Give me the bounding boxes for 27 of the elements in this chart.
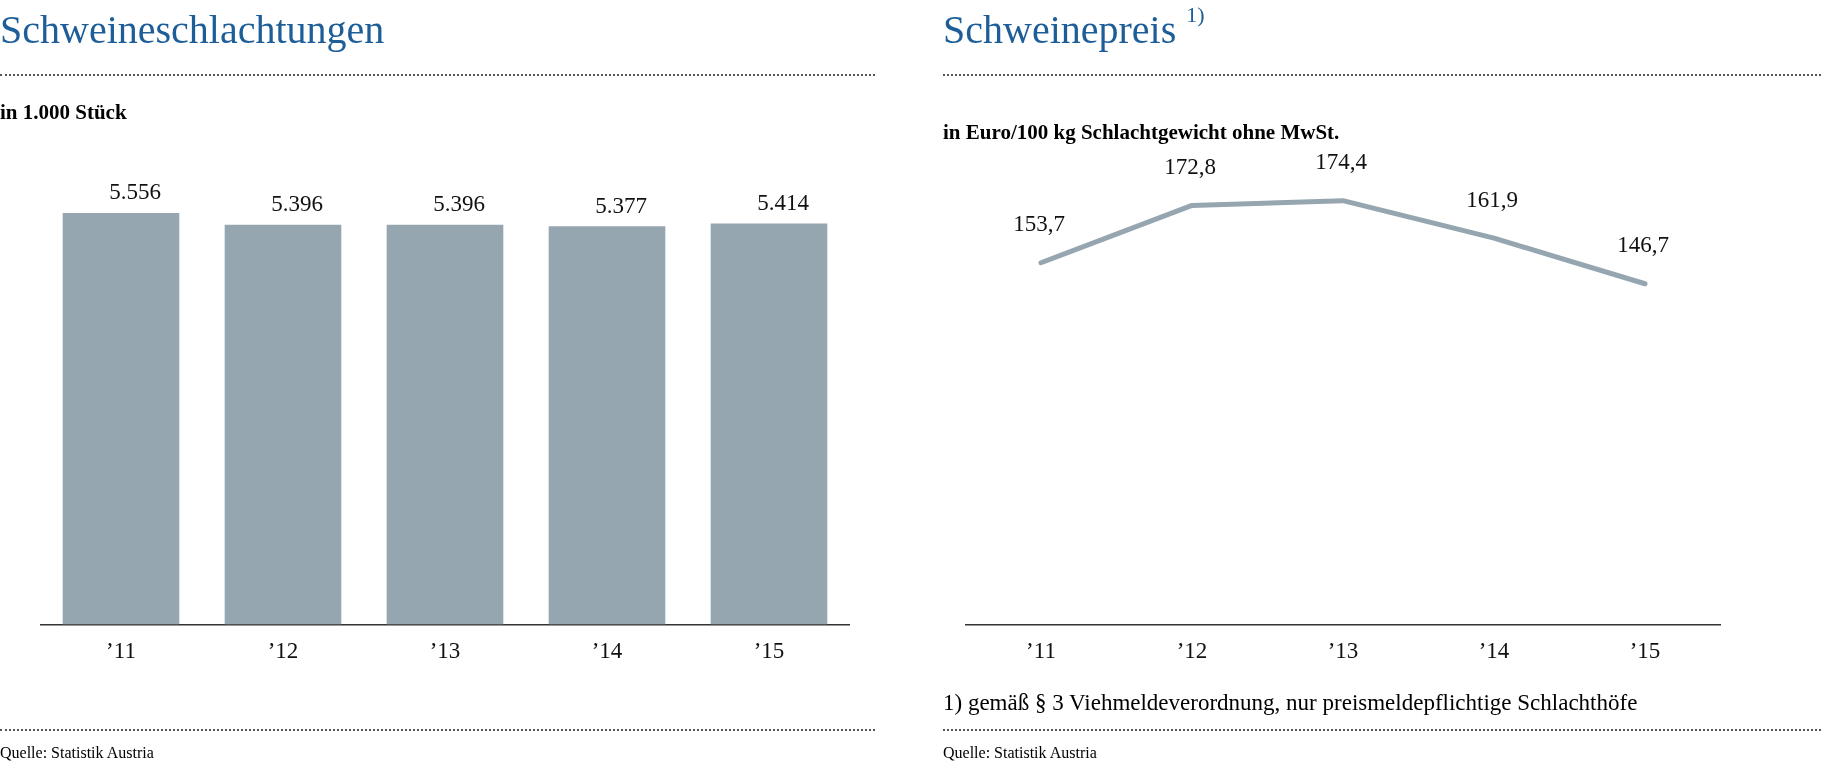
x-tick-label: ’13 <box>429 638 461 664</box>
x-tick-label: ’11 <box>106 638 136 664</box>
data-label: 5.396 <box>271 191 323 217</box>
x-tick-label: ’13 <box>1327 638 1359 664</box>
data-label: 146,7 <box>1617 232 1669 258</box>
chart-subtitle: in 1.000 Stück <box>0 100 127 125</box>
data-label: 5.377 <box>595 192 647 218</box>
data-label: 161,9 <box>1466 186 1518 212</box>
x-tick-label: ’12 <box>267 638 299 664</box>
data-label: 5.396 <box>433 191 485 217</box>
x-tick-label: ’15 <box>1629 638 1661 664</box>
source-note: Quelle: Statistik Austria <box>0 744 154 762</box>
data-label: 5.414 <box>757 189 810 215</box>
chart-title: Schweineschlachtungen <box>0 6 385 53</box>
chart-subtitle: in Euro/100 kg Schlachtgewicht ohne MwSt. <box>943 120 1340 145</box>
x-tick-label: ’14 <box>1478 638 1510 664</box>
data-label: 172,8 <box>1164 154 1216 180</box>
data-label: 5.556 <box>109 179 161 205</box>
source-note: Quelle: Statistik Austria <box>943 744 1097 762</box>
x-tick-label: ’11 <box>1026 638 1056 664</box>
x-tick-label: ’12 <box>1176 638 1208 664</box>
x-tick-label: ’15 <box>753 638 785 664</box>
data-label: 174,4 <box>1315 149 1368 175</box>
data-label: 153,7 <box>1013 211 1065 237</box>
x-tick-label: ’14 <box>591 638 623 664</box>
chart-title: Schweinepreis $^{1)}$ <box>943 2 1205 53</box>
text: 1) gemäß § 3 Viehmeldeverordnung, nur preismeldepflichtige Schlachthöfe <box>943 690 1638 716</box>
